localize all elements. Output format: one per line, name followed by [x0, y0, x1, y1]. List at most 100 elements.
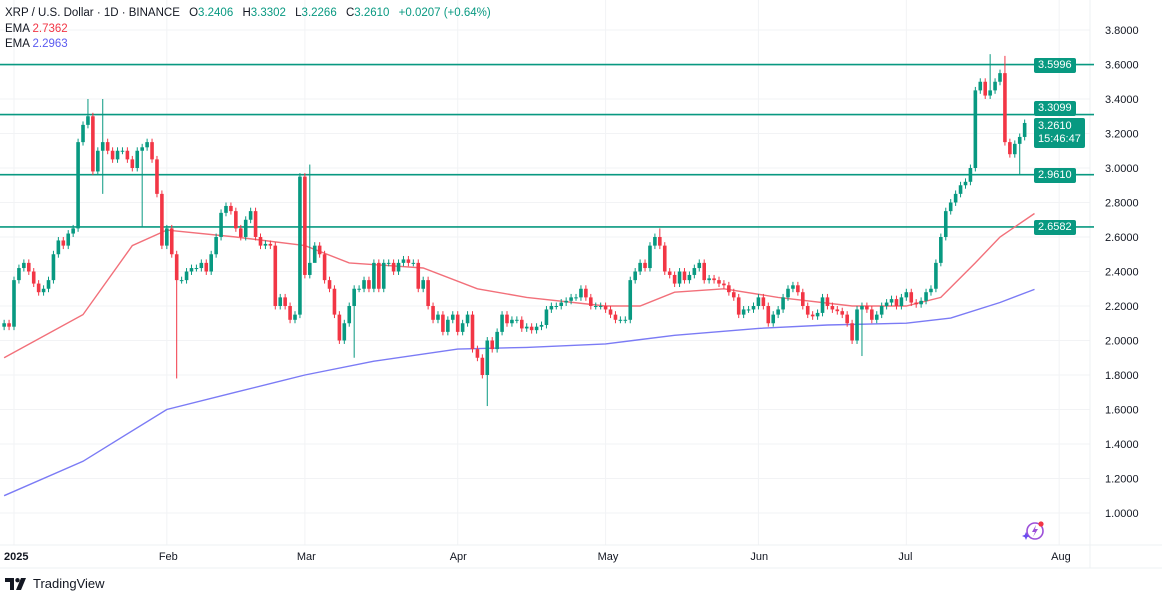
candle-body	[983, 81, 988, 96]
candle-body	[303, 176, 307, 275]
candle-body	[894, 299, 899, 306]
y-tick-label: 3.4000	[1105, 94, 1139, 106]
candle-body	[736, 297, 741, 315]
candle-body	[17, 268, 21, 281]
ema-fast-line	[3, 212, 1035, 359]
candle-body	[988, 90, 992, 96]
x-tick-label: 2025	[4, 551, 28, 563]
candle-body	[155, 159, 159, 194]
low-value: 3.2266	[301, 7, 337, 19]
ema-fast-label: EMA	[5, 22, 30, 35]
candle-body	[450, 314, 455, 320]
candle-body	[61, 240, 66, 246]
candle-body	[56, 240, 61, 255]
candle-body	[1008, 142, 1012, 155]
candle-body	[598, 306, 603, 307]
brand-name: TradingView	[33, 576, 105, 591]
candle-body	[820, 297, 825, 313]
candle-body	[569, 297, 573, 301]
candle-body	[105, 142, 110, 151]
candle-body	[500, 314, 504, 332]
candle-body	[884, 302, 889, 306]
candle-body	[465, 314, 470, 324]
symbol-row: XRP / U.S. Dollar · 1D · BINANCE O3.2406…	[5, 6, 491, 22]
y-tick-label: 2.8000	[1105, 198, 1139, 210]
candle-body	[160, 193, 164, 246]
candle-body	[224, 205, 228, 213]
candle-body	[66, 233, 71, 246]
candle-body	[401, 259, 406, 263]
x-tick-label: Jun	[750, 551, 768, 563]
candle-body	[653, 237, 657, 246]
close-value: 3.2610	[354, 7, 390, 19]
candle-body	[204, 262, 209, 272]
candle-body	[958, 185, 963, 194]
candle-body	[662, 245, 667, 272]
candle-body	[682, 271, 687, 281]
candle-body	[357, 288, 361, 290]
candle-body	[110, 150, 115, 160]
ema-slow-row[interactable]: EMA 2.2963	[5, 37, 491, 53]
y-tick-label: 1.2000	[1105, 474, 1139, 486]
candle-body	[825, 297, 830, 306]
candle-body	[924, 292, 928, 301]
candle-body	[234, 211, 238, 229]
candle-body	[879, 306, 884, 315]
candle-body	[125, 150, 130, 160]
symbol-title[interactable]: XRP / U.S. Dollar · 1D · BINANCE	[5, 7, 180, 19]
candle-body	[298, 176, 302, 315]
candle-body	[717, 280, 721, 284]
candle-body	[835, 309, 840, 312]
candle-body	[115, 150, 120, 160]
candle-body	[574, 297, 578, 299]
lightning-icon[interactable]	[1021, 519, 1047, 548]
candle-body	[1003, 73, 1007, 143]
level-label-1: 3.5996	[1034, 58, 1076, 73]
candle-body	[978, 81, 983, 91]
candle-body	[36, 283, 41, 293]
tradingview-logo[interactable]: TradingView	[5, 576, 105, 591]
candle-body	[855, 309, 859, 341]
candle-body	[860, 306, 864, 310]
candle-body	[431, 306, 435, 320]
candle-body	[71, 228, 75, 234]
candle-body	[455, 314, 460, 332]
candle-body	[229, 205, 233, 212]
candle-body	[248, 211, 253, 220]
candle-body	[524, 326, 529, 329]
candle-body	[189, 268, 194, 272]
candle-body	[672, 274, 677, 284]
candle-body	[288, 306, 292, 320]
candle-body	[372, 262, 376, 289]
ema-fast-row[interactable]: EMA 2.7362	[5, 22, 491, 38]
candle-body	[317, 245, 322, 255]
candle-body	[86, 116, 90, 125]
candle-body	[761, 297, 766, 306]
candle-body	[91, 116, 95, 172]
candle-body	[179, 280, 184, 282]
ema-slow-value: 2.2963	[32, 38, 68, 50]
candle-body	[150, 142, 154, 160]
x-tick-label: Mar	[297, 551, 316, 563]
y-tick-label: 1.6000	[1105, 405, 1139, 417]
candle-body	[953, 193, 958, 203]
candle-body	[165, 228, 169, 246]
candle-body	[544, 309, 549, 325]
last-price: 3.2610	[1038, 120, 1072, 132]
candle-body	[174, 254, 179, 281]
x-tick-label: Feb	[159, 551, 178, 563]
candle-body	[929, 288, 933, 293]
candle-body	[914, 302, 918, 305]
candle-body	[381, 262, 386, 289]
candle-body	[273, 245, 278, 306]
candle-body	[308, 262, 312, 275]
candle-body	[485, 340, 490, 375]
candle-body	[638, 262, 642, 272]
candle-body	[948, 202, 953, 212]
candle-body	[1017, 136, 1022, 144]
candle-body	[475, 349, 480, 358]
candle-body	[347, 306, 352, 324]
candle-body	[327, 280, 332, 289]
candle-body	[199, 262, 204, 269]
